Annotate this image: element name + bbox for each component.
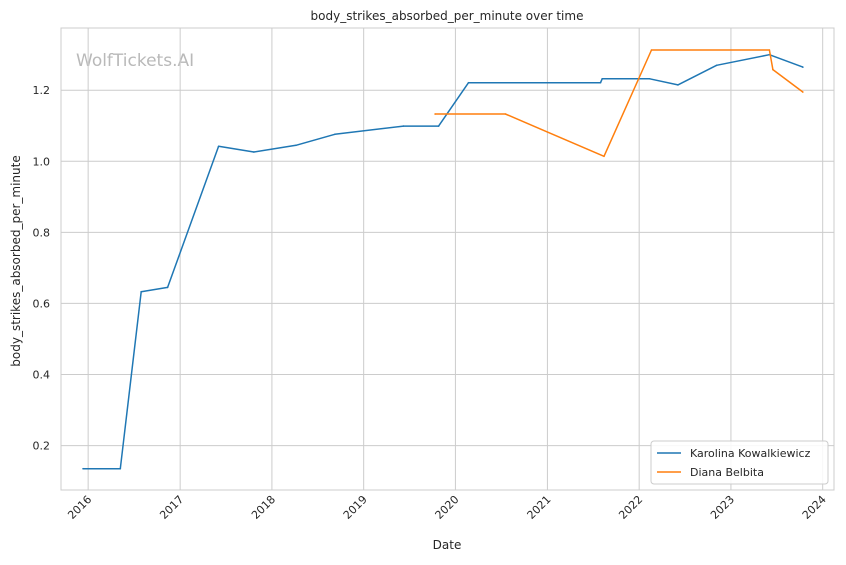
watermark: WolfTickets.AI [76,51,194,71]
plot-frame [60,27,835,491]
data-point [467,81,470,84]
y-tick-label: 0.6 [33,297,51,310]
data-point [504,113,507,115]
data-point [119,467,122,470]
x-tick-label: 2022 [616,493,645,522]
data-point [253,151,255,153]
legend-box [650,440,829,485]
series-line [434,49,804,158]
data-point [166,286,169,289]
data-point [295,144,297,147]
x-tick-label: 2024 [800,493,829,522]
data-point [768,49,771,51]
y-tick-label: 1.2 [33,84,51,97]
y-tick-label: 0.4 [33,369,51,382]
data-point [601,78,603,80]
y-tick-label: 0.8 [33,226,51,239]
series-lines [82,49,804,470]
x-tick-label: 2018 [249,493,278,522]
y-tick-label: 0.2 [33,440,51,453]
data-point [802,66,804,68]
x-tick-label: 2017 [157,493,186,522]
data-point [402,125,405,127]
x-tick-label: 2016 [65,493,94,522]
data-point [140,290,142,293]
data-point [437,125,440,127]
data-point [334,133,336,136]
x-tick-label: 2020 [433,493,462,522]
y-axis-label: body_strikes_absorbed_per_minute [9,155,23,366]
x-tick-label: 2019 [341,493,370,522]
legend: Karolina Kowalkiewicz Diana Belbita [650,440,829,485]
data-point [802,91,804,93]
legend-label: Diana Belbita [690,466,764,479]
chart-title: body_strikes_absorbed_per_minute over ti… [311,9,584,23]
x-axis-label: Date [433,538,462,552]
x-tick-label: 2021 [525,493,554,522]
data-point [648,78,651,80]
data-point [434,113,436,115]
data-point [599,81,602,84]
data-point [772,68,774,71]
data-point [603,155,605,158]
grid [61,28,834,490]
data-point [677,84,679,86]
data-point [715,64,718,67]
y-tick-label: 1.0 [33,155,51,168]
data-point [650,49,653,51]
legend-label: Karolina Kowalkiewicz [690,447,811,460]
data-point [217,145,220,148]
series-line [82,53,804,470]
x-tick-label: 2023 [708,493,737,522]
data-point [82,467,84,470]
